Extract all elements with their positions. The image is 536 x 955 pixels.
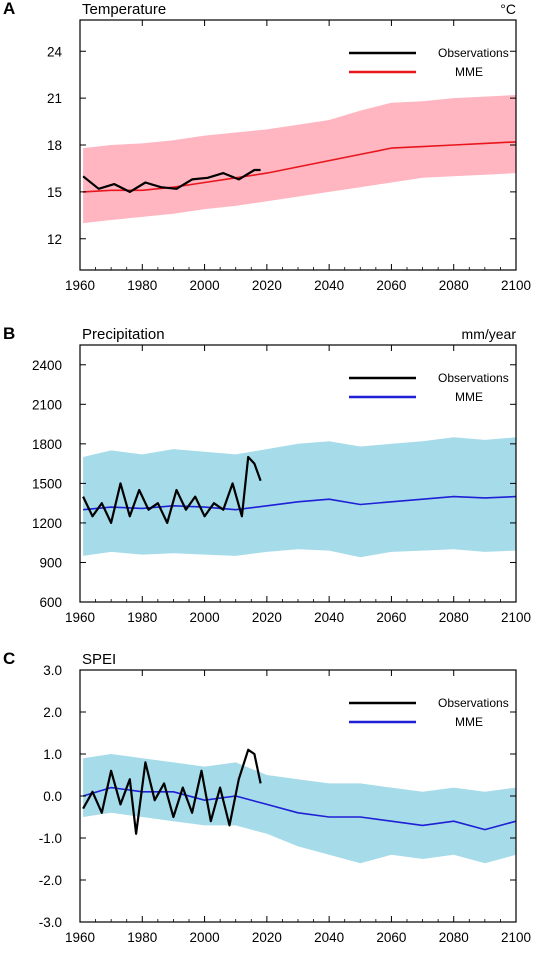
mme-range-band (83, 437, 516, 558)
x-tick-label: 2020 (252, 278, 282, 293)
panel-title: Temperature (82, 1, 166, 18)
legend-label: Observations (438, 371, 509, 385)
observations-line (82, 455, 262, 525)
panel-label: C (3, 649, 15, 668)
y-tick-label: 12 (47, 232, 62, 247)
y-tick-label: 21 (47, 91, 62, 106)
x-tick-label: 2100 (501, 610, 531, 625)
y-tick-label: 1200 (32, 516, 62, 531)
panel-title: Precipitation (82, 326, 165, 343)
x-tick-label: 2080 (439, 278, 469, 293)
panel-label: A (3, 0, 15, 18)
y-tick-label: 2400 (32, 358, 62, 373)
y-tick-label: 1800 (32, 437, 62, 452)
y-tick-label: -3.0 (39, 915, 62, 930)
mme-line (83, 141, 517, 193)
legend-label: MME (455, 390, 483, 404)
x-tick-label: 2040 (314, 278, 344, 293)
x-tick-label: 2060 (376, 278, 406, 293)
y-tick-label: 900 (39, 555, 62, 570)
x-tick-label: 2040 (314, 930, 344, 945)
y-tick-label: -1.0 (39, 831, 62, 846)
x-tick-label: 2100 (501, 930, 531, 945)
x-tick-label: 2000 (190, 610, 220, 625)
x-tick-label: 2060 (376, 930, 406, 945)
x-tick-label: 2100 (501, 278, 531, 293)
legend: Observations MME (349, 46, 509, 79)
observations-line (82, 168, 261, 193)
chart-panel-b: 1960 1980 2000 2020 2040 2060 2080 2100 600 900 12… (3, 324, 531, 625)
x-tick-label: 1980 (127, 930, 157, 945)
y-tick-label: 3.0 (43, 663, 62, 678)
mme-range-band (83, 95, 516, 224)
panel-title: SPEI (82, 651, 116, 668)
x-tick-label: 2040 (314, 610, 344, 625)
y-tick-label: 0.0 (43, 789, 62, 804)
legend: Observations MME (349, 696, 509, 729)
legend-label: Observations (438, 46, 509, 60)
x-tick-label: 2000 (190, 278, 220, 293)
chart-panel-a: 1960 1980 2000 2020 2040 2060 2080 2100 12 15 18 21… (3, 0, 531, 293)
observations-line (82, 748, 262, 835)
x-tick-label: 1960 (65, 930, 95, 945)
chart-panel-c: 1960 1980 2000 2020 2040 2060 2080 2100 -3.0 -2.0… (3, 649, 531, 945)
x-tick-label: 2020 (252, 610, 282, 625)
y-tick-label: 1500 (32, 476, 62, 491)
y-tick-label: 18 (47, 138, 62, 153)
y-tick-label: -2.0 (39, 873, 62, 888)
x-tick-label: 1960 (65, 610, 95, 625)
unit-label: °C (500, 1, 516, 17)
legend-label: Observations (438, 696, 509, 710)
x-tick-label: 1980 (127, 278, 157, 293)
x-tick-label: 2080 (439, 610, 469, 625)
x-tick-label: 2060 (376, 610, 406, 625)
y-tick-label: 1.0 (43, 747, 62, 762)
y-tick-label: 15 (47, 185, 62, 200)
x-tick-label: 1960 (65, 278, 95, 293)
panel-label: B (3, 324, 15, 343)
y-tick-label: 600 (39, 595, 62, 610)
mme-range-band (83, 754, 516, 864)
x-tick-label: 1980 (127, 610, 157, 625)
y-tick-label: 2100 (32, 397, 62, 412)
x-tick-label: 2000 (190, 930, 220, 945)
legend: Observations MME (349, 371, 509, 404)
legend-label: MME (455, 715, 483, 729)
unit-label: mm/year (462, 326, 517, 342)
y-tick-label: 2.0 (43, 705, 62, 720)
x-tick-label: 2080 (439, 930, 469, 945)
y-tick-label: 24 (47, 44, 63, 59)
legend-label: MME (455, 65, 483, 79)
x-tick-label: 2020 (252, 930, 282, 945)
